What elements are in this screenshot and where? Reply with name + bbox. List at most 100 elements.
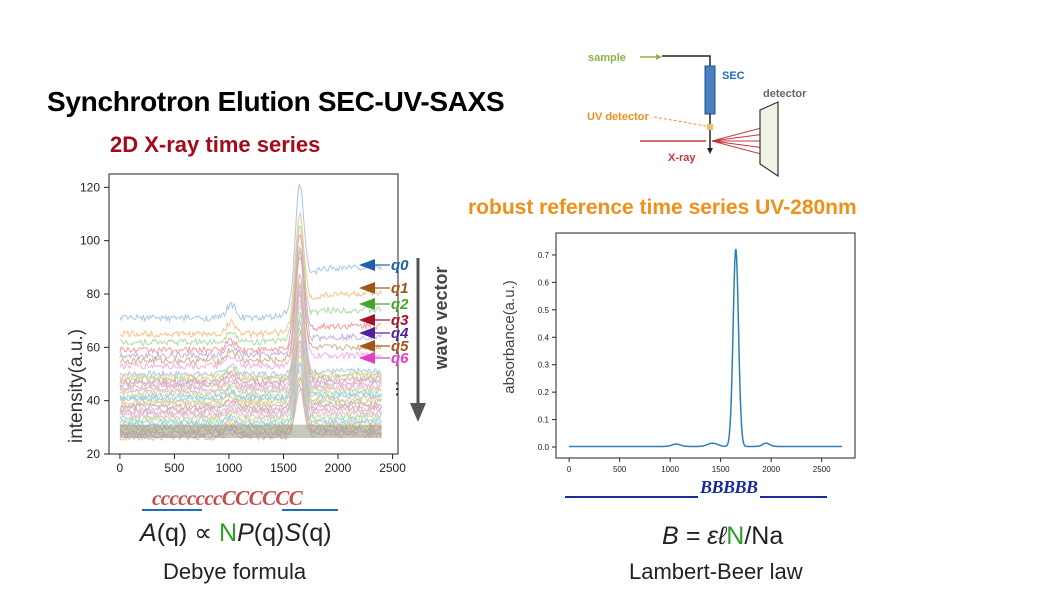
formula-eq: = εℓ [678, 522, 727, 550]
xray-series-group [119, 183, 383, 442]
formula-B: B [662, 522, 679, 550]
sec-column [704, 65, 716, 115]
right-ytick-label: 0.5 [538, 306, 550, 315]
q-marker-arrow [359, 352, 375, 364]
debye-decoration-text: ccccccccCCCCCC [152, 486, 303, 510]
uv-detector-label: UV detector [587, 111, 649, 123]
uv-detector-pointer [653, 116, 707, 127]
detector-label: detector [763, 88, 807, 100]
q-marker-label: q1 [391, 280, 409, 297]
lambert-decoration: BBBBB [565, 477, 827, 499]
xray-filler-series [119, 304, 382, 396]
more-q-ellipsis: ⋮ [389, 381, 405, 398]
outlet-arrowhead [707, 148, 713, 154]
left-y-ticks: 20 40 60 80 100 120 [80, 180, 109, 461]
right-ytick-label: 0.2 [538, 388, 550, 397]
q-marker-label: q4 [391, 325, 409, 342]
uv-series-title: robust reference time series UV-280nm [468, 196, 857, 219]
formula-S: S [284, 519, 301, 547]
q-marker-label: q2 [391, 296, 409, 313]
lambert-caption: Lambert-Beer law [629, 559, 803, 584]
left-xtick-label: 2500 [379, 461, 406, 475]
xray-filler-series [119, 349, 383, 422]
debye-underline-right [282, 509, 338, 511]
xray-series-q3 [119, 233, 382, 355]
q-marker-arrow [359, 327, 375, 339]
xray-filler-series [119, 321, 383, 406]
xray-filler-series [119, 274, 383, 381]
right-plot-frame [555, 232, 856, 459]
sec-label: SEC [722, 70, 745, 82]
formula-A: A [140, 519, 157, 547]
left-xtick-label: 2000 [325, 461, 352, 475]
formula-q3: (q) [301, 519, 332, 547]
formula-q1: (q) ∝ [156, 519, 219, 547]
right-ytick-label: 0.7 [538, 251, 550, 260]
xray-filler-series [119, 293, 383, 392]
q-marker-arrow [359, 314, 375, 326]
uv-absorbance-series [569, 248, 842, 448]
left-ytick-label: 120 [80, 180, 100, 194]
formula-N2: N [726, 522, 745, 550]
formula-tail: /Na [744, 522, 784, 550]
debye-decoration: ccccccccCCCCCC [142, 486, 352, 512]
wave-vector-arrowhead [410, 403, 426, 422]
q-marker-arrow [359, 298, 375, 310]
left-xtick-label: 0 [117, 461, 124, 475]
q-marker-arrow [359, 259, 375, 271]
left-ytick-label: 60 [87, 340, 101, 354]
lambert-underline [565, 496, 827, 498]
xray-filler-series [119, 300, 382, 394]
right-xtick-label: 0 [567, 465, 572, 474]
debye-caption: Debye formula [163, 559, 307, 584]
xray-filler-series [119, 272, 382, 378]
right-xtick-label: 500 [613, 465, 627, 474]
q-marker-label: q6 [391, 350, 409, 367]
intensity-axis-label: intensity(a.u.) [66, 329, 87, 443]
right-ytick-label: 0.1 [538, 416, 550, 425]
uv-absorbance-chart: absorbance(a.u.) 0 500 1000 1500 2000 2500 0.… [501, 232, 856, 474]
absorbance-axis-label: absorbance(a.u.) [501, 280, 518, 393]
q-marker-label: q3 [391, 312, 409, 329]
right-xtick-label: 1500 [712, 465, 730, 474]
formula-N: N [219, 519, 238, 547]
left-xtick-label: 1000 [216, 461, 243, 475]
left-x-ticks: 0 500 1000 1500 2000 2500 [117, 454, 406, 475]
page-title: Synchrotron Elution SEC-UV-SAXS [47, 86, 505, 117]
xray-series-title: 2D X-ray time series [110, 132, 321, 157]
xray-series-q0 [119, 183, 383, 324]
left-ytick-label: 80 [87, 287, 101, 301]
q-marker-arrow [359, 340, 375, 352]
uv-cell [707, 124, 713, 130]
left-plot-frame [108, 173, 399, 455]
xray-intensity-chart: intensity(a.u.) 0 500 1000 1500 2000 2500 20 4… [66, 173, 451, 475]
left-ytick-label: 40 [87, 394, 101, 408]
left-ytick-label: 20 [87, 447, 101, 461]
right-x-ticks: 0 500 1000 1500 2000 2500 [567, 458, 831, 474]
debye-formula: A(q) ∝ NP(q)S(q) [140, 518, 332, 548]
xray-series-q4 [119, 246, 383, 360]
left-xtick-label: 500 [164, 461, 184, 475]
q-marker-label: q5 [391, 338, 409, 355]
right-xtick-label: 2500 [813, 465, 831, 474]
sample-line [662, 55, 711, 66]
xray-series-q6 [119, 256, 382, 371]
right-y-ticks: 0.0 0.1 0.2 0.3 0.4 0.5 0.6 0.7 [538, 251, 556, 452]
formula-q2: (q) [253, 519, 285, 547]
right-ytick-label: 0.4 [538, 333, 550, 342]
formula-P: P [237, 519, 254, 547]
right-ytick-label: 0.3 [538, 361, 550, 370]
xray-filler-series [119, 345, 383, 419]
left-ytick-label: 100 [80, 234, 100, 248]
detector-panel [759, 101, 779, 178]
right-xtick-label: 2000 [762, 465, 780, 474]
xray-filler-series [119, 326, 382, 409]
scatter-rays [711, 126, 766, 156]
right-ytick-label: 0.6 [538, 278, 550, 287]
xray-series-q1 [119, 212, 383, 339]
sec-schematic: sample SEC UV detector X-ray detector [587, 52, 807, 178]
xray-label: X-ray [668, 152, 696, 164]
debye-underline-left [142, 509, 202, 511]
wave-vector-label: wave vector [431, 266, 451, 370]
